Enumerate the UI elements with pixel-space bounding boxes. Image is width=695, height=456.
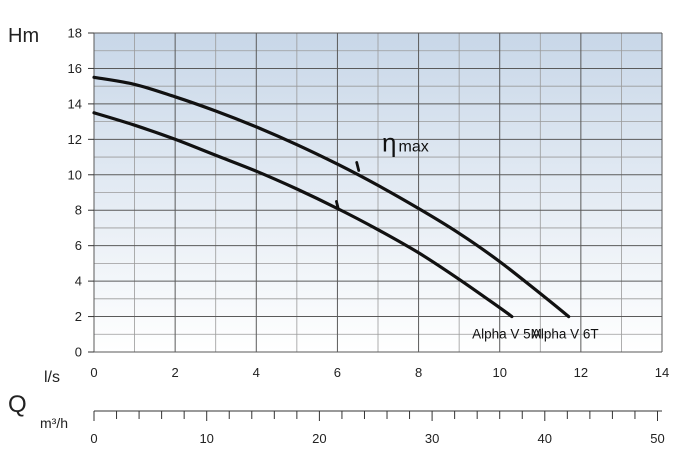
y-tick-label: 14 — [68, 96, 82, 111]
q-tick-label: 20 — [312, 431, 326, 446]
x-tick-label: 8 — [415, 365, 422, 380]
eta-max-label: η max — [382, 128, 429, 158]
q-tick-label: 40 — [538, 431, 552, 446]
y-tick-label: 2 — [75, 309, 82, 324]
minor-gridlines — [94, 33, 662, 352]
q-tick-label: 10 — [199, 431, 213, 446]
q-tick-label: 30 — [425, 431, 439, 446]
q-axis-unit: m³/h — [40, 415, 68, 431]
x-axis-ticks: 0 2 4 6 8 10 12 14 — [90, 365, 669, 380]
q-tick-label: 0 — [90, 431, 97, 446]
x-tick-label: 10 — [492, 365, 506, 380]
series-label-alpha-v-5m: Alpha V 5M — [472, 327, 542, 342]
x-tick-label: 4 — [253, 365, 260, 380]
y-tick-label: 10 — [68, 167, 82, 182]
eta-max-point-mark — [355, 161, 361, 172]
series-line-alpha-v-6t — [92, 75, 571, 319]
x-tick-label: 2 — [172, 365, 179, 380]
eta-max-marks — [335, 161, 361, 211]
q-tick-label: 50 — [650, 431, 664, 446]
eta-max-point-mark — [335, 200, 340, 211]
y-tick-label: 16 — [68, 61, 82, 76]
y-axis-ticks: 0 2 4 6 8 10 12 14 16 18 — [68, 26, 94, 360]
y-tick-label: 18 — [68, 26, 82, 41]
x-axis-title: l/s — [44, 369, 60, 386]
x-tick-label: 14 — [655, 365, 669, 380]
x-tick-label: 12 — [574, 365, 588, 380]
y-tick-label: 6 — [75, 238, 82, 253]
series-line-alpha-v-5m — [92, 111, 514, 319]
y-tick-label: 4 — [75, 274, 82, 289]
y-axis-title: Hm — [8, 25, 39, 47]
q-axis-title: Q — [8, 391, 27, 418]
pump-curves — [92, 75, 571, 319]
y-tick-label: 0 — [75, 345, 82, 360]
y-tick-label: 8 — [75, 203, 82, 218]
major-gridlines — [93, 32, 663, 353]
x-tick-label: 0 — [90, 365, 97, 380]
series-label-alpha-v-6t: Alpha V 6T — [532, 327, 599, 342]
x-tick-label: 6 — [334, 365, 341, 380]
q-axis: 0 10 20 30 40 50 — [90, 410, 665, 446]
y-tick-label: 12 — [68, 132, 82, 147]
